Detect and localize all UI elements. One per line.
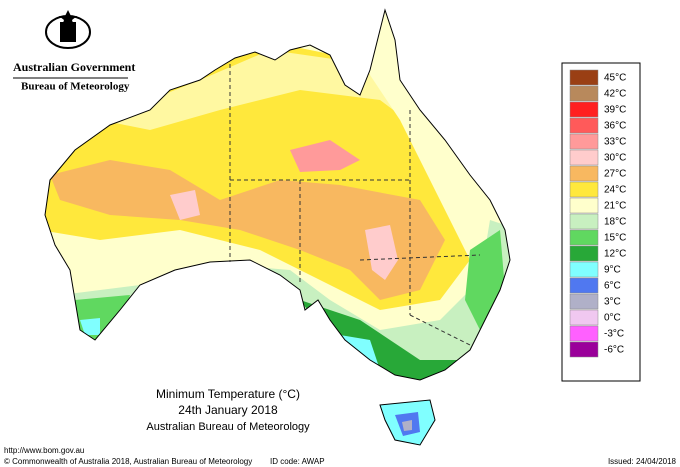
legend-swatch: [569, 341, 599, 358]
legend-label: 6°C: [604, 281, 621, 292]
legend-swatch: [569, 213, 599, 230]
legend-label: 27°C: [604, 169, 626, 180]
map-title: Minimum Temperature (°C): [156, 387, 300, 401]
legend-swatch: [569, 293, 599, 310]
legend-label: 0°C: [604, 313, 621, 324]
legend-swatch: [569, 101, 599, 118]
legend-swatch: [569, 133, 599, 150]
legend-swatch: [569, 85, 599, 102]
legend-swatch: [569, 245, 599, 262]
legend-label: 33°C: [604, 137, 626, 148]
map-source: Australian Bureau of Meteorology: [146, 421, 310, 433]
legend-swatch: [569, 261, 599, 278]
legend-label: 24°C: [604, 185, 626, 196]
legend-label: 21°C: [604, 201, 626, 212]
legend: 45°C 42°C 39°C 36°C 33°C 30°C 27°C 24°C 21°C 18°C…: [569, 69, 626, 358]
agency-name: Bureau of Meteorology: [21, 81, 130, 93]
legend-label: 9°C: [604, 265, 621, 276]
footer-url: http://www.bom.gov.au: [4, 446, 84, 455]
legend-swatch: [569, 165, 599, 182]
legend-label: 30°C: [604, 153, 626, 164]
legend-label: 42°C: [604, 89, 626, 100]
legend-swatch: [569, 325, 599, 342]
legend-swatch: [569, 69, 599, 86]
coastline: [44, 8, 511, 446]
legend-swatch: [569, 309, 599, 326]
government-name: Australian Government: [13, 60, 135, 74]
legend-label: 3°C: [604, 297, 621, 308]
state-borders: [229, 64, 481, 346]
footer-copyright: © Commonwealth of Australia 2018, Austra…: [4, 457, 252, 466]
legend-label: 45°C: [604, 73, 626, 84]
legend-label: 12°C: [604, 249, 626, 260]
legend-swatch: [569, 149, 599, 166]
legend-swatch: [569, 277, 599, 294]
legend-label: -6°C: [604, 345, 624, 356]
legend-label: 36°C: [604, 121, 626, 132]
map-date: 24th January 2018: [178, 403, 278, 417]
legend-swatch: [569, 117, 599, 134]
legend-swatch: [569, 181, 599, 198]
legend-label: 18°C: [604, 217, 626, 228]
footer-id: ID code: AWAP: [270, 457, 325, 466]
footer-issued: Issued: 24/04/2018: [608, 457, 677, 466]
legend-swatch: [569, 229, 599, 246]
legend-label: 39°C: [604, 105, 626, 116]
crest: [45, 10, 91, 49]
legend-label: -3°C: [604, 329, 624, 340]
legend-label: 15°C: [604, 233, 626, 244]
legend-swatch: [569, 197, 599, 214]
